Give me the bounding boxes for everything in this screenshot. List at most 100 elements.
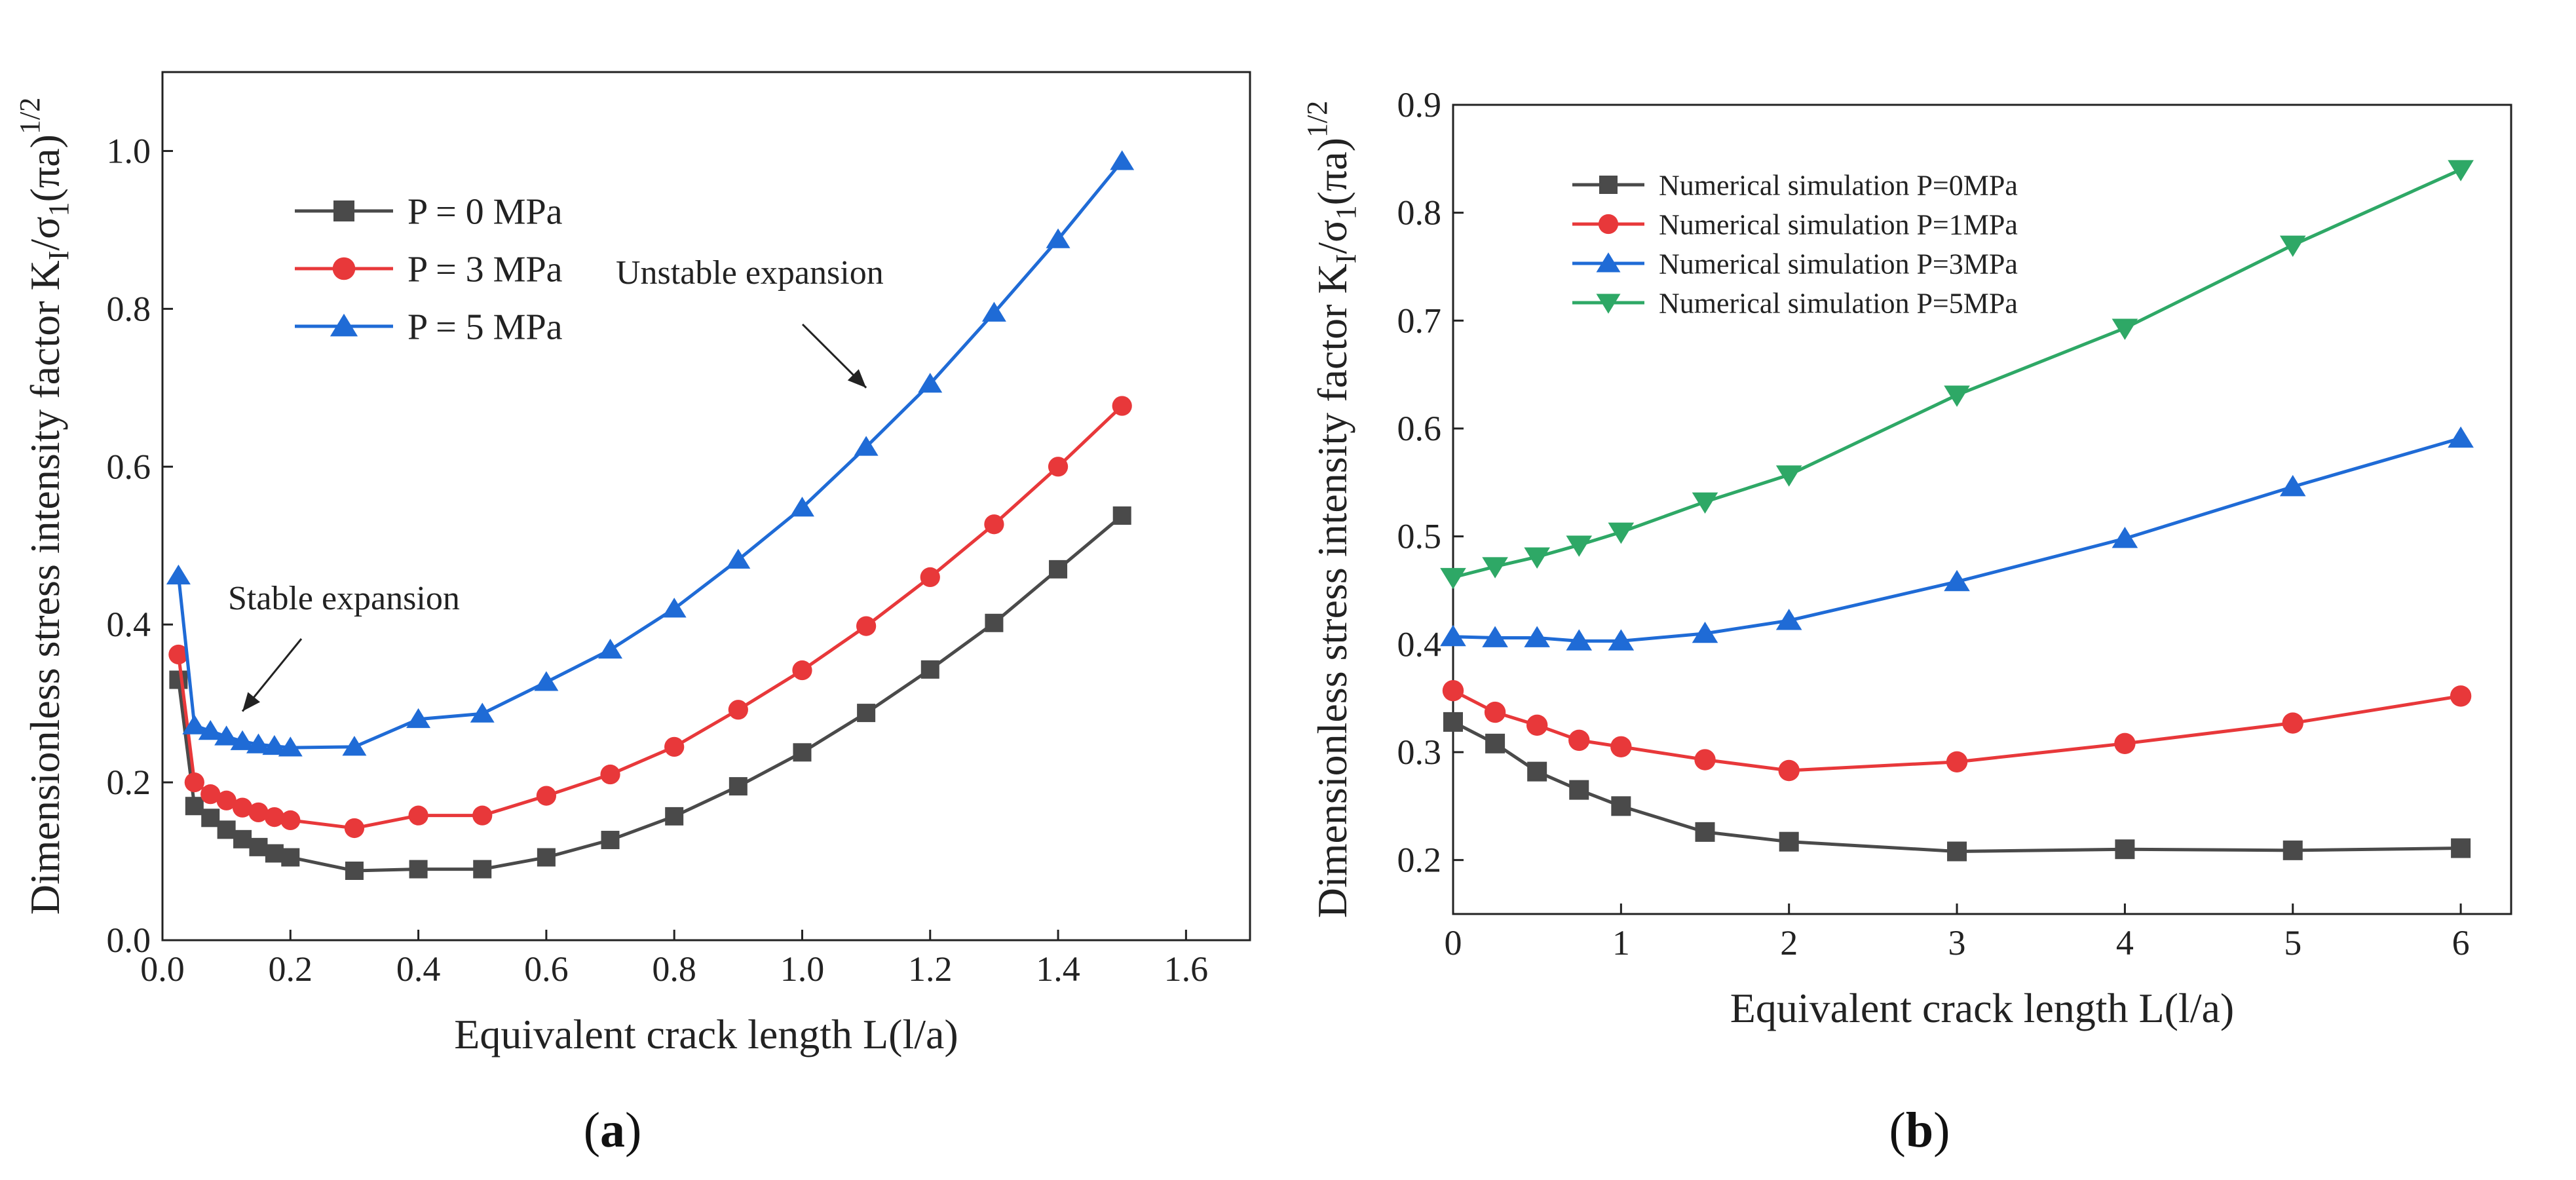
series-line: [1452, 720, 2461, 853]
data-point: [536, 786, 557, 806]
data-point: [230, 730, 255, 750]
data-point: [249, 837, 268, 856]
y-tick-label-b: 0.9: [1397, 85, 1442, 124]
x-tick-label-b: 1: [1612, 923, 1630, 962]
data-point: [262, 734, 287, 755]
series-a-1: [168, 396, 1132, 839]
x-tick-label-a: 0.8: [652, 949, 696, 989]
series-b-3: [1440, 160, 2474, 590]
data-point: [1482, 626, 1508, 647]
legend-label: Numerical simulation P=0MPa: [1659, 169, 2018, 201]
x-tick-label-b: 4: [2116, 923, 2134, 962]
legend-marker: [1596, 294, 1621, 314]
data-point: [472, 805, 493, 826]
y-axis-title-b: Dimensionless stress intensity factor KI…: [1301, 101, 1362, 918]
data-point: [2112, 526, 2138, 548]
legend-marker: [1599, 176, 1618, 194]
panel-a-label: (a): [584, 1103, 642, 1158]
data-point: [1526, 714, 1548, 736]
data-point: [184, 772, 204, 793]
data-point: [981, 301, 1006, 322]
plot-frame-b: [1452, 104, 2512, 915]
data-point: [2450, 685, 2472, 707]
data-point: [2282, 712, 2303, 734]
data-point: [1944, 385, 1970, 407]
data-point: [185, 797, 204, 816]
series-a-2: [166, 150, 1135, 757]
series-b-0: [1443, 712, 2471, 862]
data-point: [664, 736, 685, 757]
data-point: [344, 818, 365, 839]
series-b-1: [1442, 679, 2472, 782]
data-point: [728, 700, 748, 720]
data-point: [408, 805, 428, 826]
series-line: [1452, 436, 2461, 643]
annotation-arrowhead: [847, 369, 867, 388]
x-tick-label-a: 1.4: [1036, 949, 1080, 989]
data-point: [598, 638, 623, 659]
panel-a-chart: 0.0 0.2 0.4 0.6 0.8 1.0 1.2 1.4 1.6 0.0 0.2 0.4 0.6 0…: [14, 71, 1251, 1057]
legend-b: Numerical simulation P=0MPa Numerical sim…: [1572, 169, 2018, 319]
y-tick-label-a: 0.4: [107, 605, 151, 644]
data-point: [1112, 396, 1132, 416]
data-point: [665, 807, 684, 826]
legend-marker: [1598, 214, 1619, 235]
annotation-text: Stable expansion: [228, 580, 460, 617]
data-point: [168, 644, 189, 665]
data-point: [166, 564, 191, 584]
data-point: [1610, 736, 1632, 757]
x-tick-label-a: 1.6: [1164, 949, 1209, 989]
series-a-0: [169, 506, 1131, 880]
legend-label: Numerical simulation P=5MPa: [1659, 287, 2018, 319]
data-point: [793, 743, 812, 762]
data-point: [1779, 831, 1799, 852]
data-point: [248, 802, 269, 822]
legend-a: P = 0 MPa P = 3 MPa P = 5 MPa: [295, 192, 563, 348]
data-point: [217, 820, 236, 839]
data-point: [342, 736, 367, 756]
data-point: [198, 719, 223, 740]
data-point: [1692, 492, 1718, 514]
data-point: [1442, 679, 1464, 702]
data-point: [1482, 557, 1508, 579]
data-point: [1524, 626, 1550, 647]
legend-marker: [330, 313, 358, 337]
data-point: [1778, 759, 1800, 782]
y-tick-label-a: 1.0: [107, 131, 151, 170]
data-point: [232, 797, 253, 818]
legend-label: Numerical simulation P=3MPa: [1659, 248, 2018, 280]
series-b-2: [1440, 426, 2474, 651]
data-point: [920, 567, 940, 588]
data-point: [200, 784, 221, 805]
x-axis-title-b: Equivalent crack length L(l/a): [1730, 985, 2234, 1031]
data-point: [601, 831, 620, 850]
data-point: [857, 704, 876, 723]
data-point: [2282, 840, 2303, 860]
y-tick-label-b: 0.4: [1397, 624, 1442, 664]
data-point: [1775, 465, 1802, 487]
data-point: [233, 829, 252, 848]
panel-b-label: (b): [1889, 1103, 1950, 1158]
data-point: [1566, 535, 1593, 557]
data-point: [1569, 780, 1589, 800]
data-point: [1775, 609, 1802, 630]
y-axis-title-a: Dimensionless stress intensity factor KI…: [14, 98, 75, 915]
data-point: [2448, 160, 2474, 181]
legend-marker: [1596, 252, 1621, 273]
x-tick-label-a: 0.4: [396, 949, 441, 989]
data-point: [1484, 701, 1506, 723]
data-point: [1944, 569, 1970, 592]
data-point: [600, 764, 620, 785]
data-point: [473, 860, 492, 879]
data-point: [1112, 506, 1131, 525]
legend-label: Numerical simulation P=1MPa: [1659, 208, 2018, 240]
data-point: [662, 598, 687, 618]
data-point: [1947, 841, 1967, 862]
series-line: [176, 160, 1124, 750]
x-axis-title-a: Equivalent crack length L(l/a): [454, 1011, 958, 1057]
data-point: [729, 777, 748, 796]
data-point: [281, 848, 300, 867]
data-point: [2451, 838, 2471, 858]
y-tick-label-b: 0.7: [1397, 301, 1442, 340]
